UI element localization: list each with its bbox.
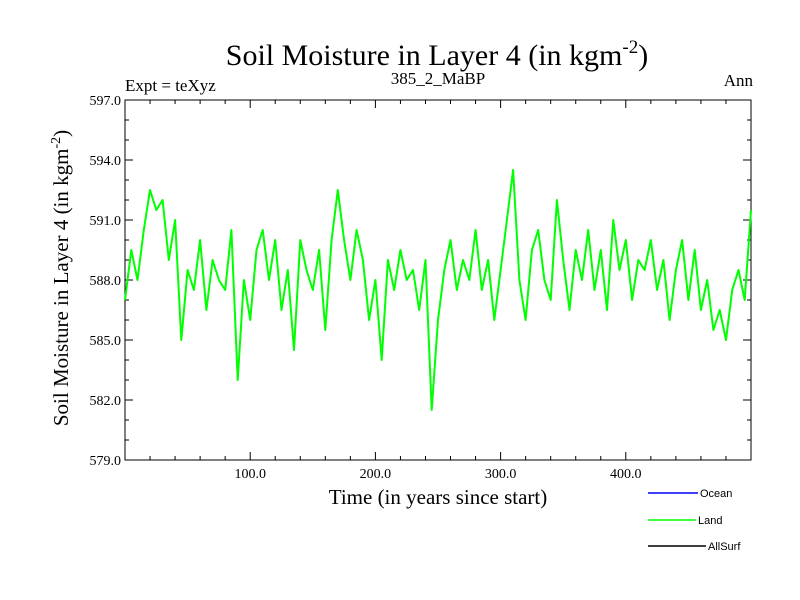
y-axis-label-sup: -2: [49, 137, 64, 149]
y-axis: 579.0 582.0 585.0 588.0 591.0 594.0 597.0: [90, 94, 751, 469]
y-tick-label: 585.0: [90, 334, 122, 349]
series-layer: [124, 169, 752, 411]
run-label: 385_2_MaBP: [391, 69, 485, 88]
legend-label-ocean: Ocean: [700, 488, 732, 500]
y-axis-label-main: Soil Moisture in Layer 4 (in kgm: [49, 149, 73, 427]
x-axis-label: Time (in years since start): [329, 485, 548, 509]
x-tick-label: 100.0: [234, 467, 266, 482]
x-tick-label: 200.0: [360, 467, 392, 482]
y-tick-label: 597.0: [90, 94, 122, 109]
y-axis-label: Soil Moisture in Layer 4 (in kgm-2): [49, 130, 73, 426]
x-tick-label: 400.0: [610, 467, 642, 482]
chart-title-sup: -2: [622, 37, 638, 58]
y-tick-label: 588.0: [90, 274, 122, 289]
y-tick-label: 594.0: [90, 154, 122, 169]
x-tick-label: 300.0: [485, 467, 517, 482]
series-line-land: [124, 169, 752, 411]
period-label: Ann: [724, 71, 754, 90]
chart-title: Soil Moisture in Layer 4 (in kgm-2): [226, 37, 648, 72]
legend-label-allsurf: AllSurf: [708, 541, 741, 553]
y-tick-label: 582.0: [90, 394, 122, 409]
experiment-label: Expt = teXyz: [125, 76, 216, 95]
y-tick-label: 591.0: [90, 214, 122, 229]
y-axis-label-close: ): [49, 130, 73, 137]
legend-label-land: Land: [698, 515, 722, 527]
legend: Ocean Land AllSurf: [648, 488, 741, 553]
chart-title-main: Soil Moisture in Layer 4 (in kgm: [226, 39, 623, 72]
chart-title-close: ): [638, 39, 648, 72]
x-axis: 100.0 200.0 300.0 400.0: [149, 100, 727, 482]
y-tick-label: 579.0: [90, 454, 122, 469]
